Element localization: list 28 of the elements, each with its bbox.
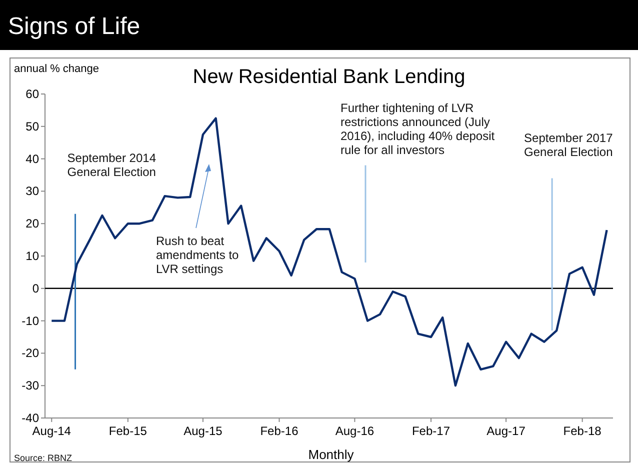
y-axis-title: annual % change [14,63,100,75]
y-tick-label: 60 [26,87,40,101]
x-tick-label: Aug-16 [335,424,374,438]
chart-title: Signs of Life [8,13,140,40]
x-tick-label: Aug-15 [184,424,223,438]
x-tick-label: Aug-17 [486,424,526,438]
x-axis-title: Monthly [308,447,354,462]
x-tick-label: Aug-14 [32,424,72,438]
x-tick-label: Feb-15 [108,424,148,438]
y-tick-label: -10 [22,314,40,328]
annotation: Rush to beat amendments to LVR settings [156,234,240,276]
y-tick-label: -40 [22,411,40,425]
y-tick-label: 30 [26,184,40,198]
y-tick-label: -30 [22,378,40,393]
ref-line-label: Further tightening of LVR restrictions announced (July 2016), including 40% deposit rule for all investors [340,101,496,157]
x-tick-label: Feb-16 [260,424,299,438]
ref-line-label: September 2017 General Election [524,131,614,159]
source-note: Source: RBNZ [14,453,73,463]
y-tick-label: 40 [26,152,40,166]
x-tick-label: Feb-18 [563,424,602,438]
y-tick-label: 10 [26,249,40,263]
y-tick-label: 0 [32,281,40,296]
y-tick-label: 20 [26,216,40,231]
x-tick-label: Feb-17 [412,424,450,438]
ref-line-label: September 2014 General Election [67,151,156,179]
y-tick-label: -20 [22,346,40,360]
chart-subtitle: New Residential Bank Lending [192,66,466,88]
y-tick-label: 50 [26,119,40,134]
